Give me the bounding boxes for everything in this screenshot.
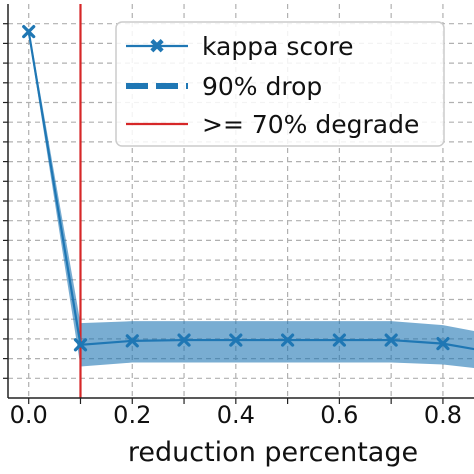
series-layer xyxy=(22,24,474,352)
series-line-kappa-score xyxy=(27,31,474,351)
data-point-marker xyxy=(436,337,450,351)
axes xyxy=(3,4,474,404)
data-point-marker xyxy=(384,333,398,347)
x-tick-label: 0.0 xyxy=(10,401,48,429)
legend-label-70-degrade: >= 70% degrade xyxy=(202,110,419,139)
data-point-marker xyxy=(125,334,139,348)
legend-marker-x: ✖ xyxy=(149,34,166,58)
data-point-marker xyxy=(73,338,88,352)
data-point-marker xyxy=(229,333,243,347)
x-tick-label: 0.4 xyxy=(217,401,255,429)
legend: ✖ kappa score 90% drop >= 70% degrade xyxy=(115,21,445,147)
x-axis-label: reduction percentage xyxy=(128,437,418,468)
tick-labels: 0.0 0.2 0.4 0.6 0.8 xyxy=(10,401,462,429)
legend-label-kappa-score: kappa score xyxy=(202,32,354,61)
x-tick-label: 0.6 xyxy=(320,401,358,429)
legend-label-90-drop: 90% drop xyxy=(202,72,322,101)
x-tick-label: 0.8 xyxy=(424,401,462,429)
x-tick-label: 0.2 xyxy=(113,401,151,429)
data-point-marker xyxy=(281,333,295,347)
data-point-marker xyxy=(177,333,191,347)
confidence-band xyxy=(28,27,474,369)
data-point-marker xyxy=(22,24,36,39)
data-point-marker xyxy=(332,333,346,347)
legend-frame xyxy=(115,21,445,147)
confidence-band-layer xyxy=(28,27,474,369)
